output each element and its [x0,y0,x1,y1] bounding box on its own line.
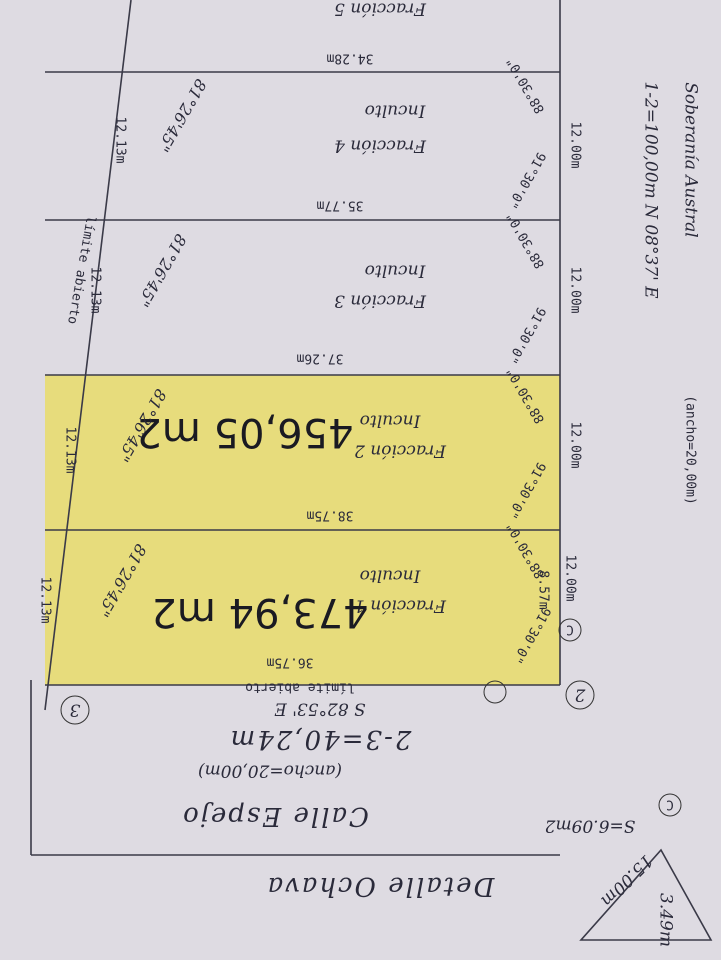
lot-use: Inculto [365,261,427,281]
circle [558,618,582,642]
street-name: Soberanía Austral [681,82,701,238]
area: S=6.09m2 [545,816,636,836]
circle [60,695,90,725]
dimension: 38.75m [306,508,353,523]
point-label: C [666,797,674,812]
dimension: 36.75m [266,655,313,670]
lot-area: 473,94 m2 [151,589,368,635]
lot-area: 456,05 m2 [136,409,353,455]
dimension: 12.00m [568,122,583,169]
limit-note: límite abierto [245,680,355,695]
ochava-title: Detalle Ochava [266,871,496,901]
street-width: (ancho=20,00m) [198,761,342,781]
lot-use: Inculto [365,101,427,121]
dimension: 34.28m [326,51,373,66]
point-label: C [566,622,574,637]
dimension: 12.00m [568,267,583,314]
street-width: (ancho=20,00m) [683,395,698,505]
point-label: 3 [70,700,81,720]
dimension: 35.77m [316,198,363,213]
circle [565,680,595,710]
dimension: 8.57m [536,570,551,609]
dimension: 12.00m [563,555,578,602]
dimension: 37.26m [296,351,343,366]
ochava-detail [579,848,713,941]
dimension: 12.13m [38,577,53,624]
dimension: 12.13m [88,267,103,314]
circle [658,793,682,817]
lot-use: Inculto [360,566,422,586]
lot-line [44,0,132,711]
dimension: 12.00m [568,422,583,469]
bearing: S 82°53' E [274,699,366,719]
lot-name: Fracción 4 [334,136,427,156]
dimension: 3.49m [656,893,676,947]
dimension: 12.13m [113,117,128,164]
lot-name: Fracción 2 [354,441,447,461]
street-name: Calle Espejo [181,801,369,831]
lot-name: Fracción 5 [334,0,427,19]
lot-use: Inculto [360,411,422,431]
circle [483,680,507,704]
dimension: 12.13m [63,427,78,474]
lot-name: Fracción 1 [354,596,447,616]
plan: Detalle Ochava S=6.09m2 15.00m 3.49m Cal… [30,0,713,947]
lot-name: Fracción 3 [334,291,427,311]
street-length: 2-3=40,24m [229,724,413,754]
street-length: 1-2=100,00m N 08°37' E [641,81,661,299]
point-label: 2 [575,685,587,705]
